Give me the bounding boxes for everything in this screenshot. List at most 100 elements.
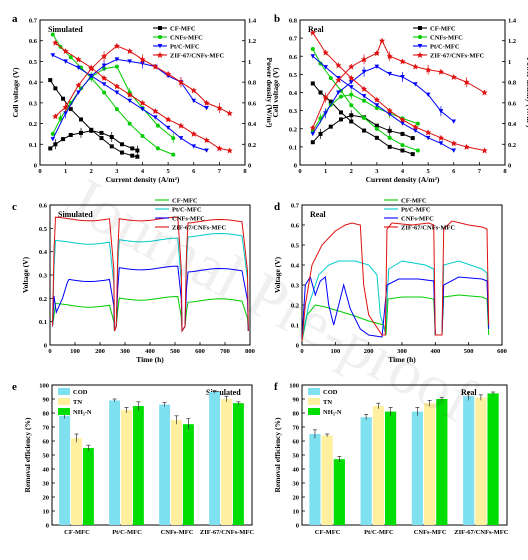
data-point bbox=[415, 121, 420, 126]
data-point bbox=[318, 90, 323, 95]
plot-frame bbox=[39, 19, 246, 166]
x-tick-label: 8 bbox=[243, 168, 247, 175]
y-tick-label: 0.1 bbox=[289, 144, 297, 151]
bar bbox=[121, 410, 132, 525]
data-point bbox=[48, 146, 53, 151]
y-tick-label: 30 bbox=[43, 481, 50, 488]
bar bbox=[487, 393, 499, 525]
data-point bbox=[68, 132, 73, 137]
bar bbox=[384, 411, 397, 525]
legend-label: COD bbox=[73, 389, 88, 396]
legend-swatch bbox=[58, 388, 70, 395]
y-tick-label: 0.1 bbox=[39, 319, 47, 326]
panel-annotation: Real bbox=[308, 25, 324, 34]
bar bbox=[232, 403, 244, 525]
data-point bbox=[348, 85, 354, 90]
data-point bbox=[120, 142, 124, 147]
data-point bbox=[387, 144, 392, 149]
y2-tick-label: 0.2 bbox=[248, 142, 256, 149]
y2-tick-label: 0 bbox=[248, 163, 251, 170]
data-point bbox=[412, 63, 419, 70]
y-tick-label: 0.5 bbox=[291, 243, 300, 250]
panel-e: e 0 10 20 30 40 50 60 70 80 90 100 Removal efficienc… bbox=[12, 381, 254, 536]
x-tick-label: 100 bbox=[70, 348, 80, 355]
data-point bbox=[328, 76, 333, 80]
bar bbox=[372, 406, 384, 525]
data-point bbox=[203, 137, 210, 144]
legend-label: ZIF-67/CNFs-MFC bbox=[401, 225, 455, 232]
data-point bbox=[140, 107, 145, 112]
data-point bbox=[76, 90, 81, 95]
y-tick-label: 60 bbox=[293, 439, 300, 446]
data-point bbox=[437, 68, 444, 75]
data-point bbox=[153, 115, 158, 120]
bar bbox=[411, 411, 424, 525]
y-tick-label: 10 bbox=[43, 509, 50, 516]
data-point bbox=[152, 108, 159, 115]
panel-d: d 0 0.1 0.2 0.3 0.4 0.5 0.6 0.7 0 100 200 300 400 500 6… bbox=[273, 198, 507, 365]
x-tick-label: 7 bbox=[478, 168, 482, 175]
data-point bbox=[348, 75, 355, 81]
data-point bbox=[204, 106, 209, 111]
bar bbox=[333, 459, 345, 525]
data-point bbox=[374, 135, 379, 140]
bar bbox=[463, 396, 475, 525]
data-point bbox=[226, 147, 233, 154]
x-tick-label: 800 bbox=[245, 348, 255, 355]
data-point bbox=[178, 136, 184, 141]
data-point bbox=[412, 123, 419, 130]
y2-tick-label: 0.8 bbox=[248, 80, 257, 87]
y-tick-label: 0.6 bbox=[29, 38, 38, 45]
data-point bbox=[335, 77, 342, 84]
y2-tick-label: 0 bbox=[508, 163, 511, 170]
x-tick-label: 600 bbox=[497, 348, 507, 355]
data-point bbox=[437, 134, 444, 141]
panel-label: a bbox=[12, 13, 18, 25]
y2-axis-label: Power density (W/m²) bbox=[265, 57, 274, 128]
data-point bbox=[339, 94, 343, 99]
legend-label: ZIF-67/CNFs-MFC bbox=[170, 53, 224, 60]
bar bbox=[59, 415, 71, 525]
data-point bbox=[425, 135, 431, 141]
y2-tick-label: 0.8 bbox=[508, 80, 517, 87]
data-point bbox=[190, 87, 197, 94]
bar bbox=[221, 399, 232, 525]
series-line bbox=[301, 220, 490, 342]
data-point bbox=[113, 83, 120, 90]
bar bbox=[132, 406, 144, 525]
y-tick-label: 0.7 bbox=[29, 18, 38, 25]
data-point bbox=[348, 63, 355, 70]
category-label: CF-MFC bbox=[315, 529, 341, 536]
panel-label: c bbox=[12, 201, 17, 213]
data-point bbox=[481, 147, 488, 154]
data-point bbox=[339, 110, 343, 115]
panel-f: f 0 10 20 30 40 50 60 70 80 90 100 Removal efficienc… bbox=[273, 381, 509, 536]
x-tick-label: 200 bbox=[364, 348, 374, 355]
data-point bbox=[113, 42, 120, 49]
data-point bbox=[157, 44, 163, 49]
category-label: CNFs-MFC bbox=[414, 529, 447, 536]
data-point bbox=[88, 73, 94, 79]
x-axis-label: Time (h) bbox=[136, 355, 164, 364]
data-point bbox=[155, 123, 160, 128]
data-point bbox=[349, 119, 354, 124]
y-tick-label: 0.2 bbox=[29, 121, 37, 128]
data-point bbox=[50, 137, 56, 142]
bar bbox=[71, 438, 82, 525]
x-tick-label: 4 bbox=[141, 168, 145, 175]
panel-c: c 0 0.1 0.2 0.3 0.4 0.5 0.6 0 100 200 300 400 500 600 7… bbox=[12, 198, 255, 365]
panel-annotation: Simulated bbox=[206, 388, 241, 397]
legend-label: ZIF-67/CNFs-MFC bbox=[430, 53, 484, 60]
y2-tick-label: 0.4 bbox=[508, 121, 517, 128]
panel-a: a 0 0.1 0.2 0.3 0.4 0.5 0.6 0.7 0 1 2 3 4 5 6 7 8 Current … bbox=[11, 13, 274, 184]
data-point bbox=[417, 44, 423, 49]
legend-label: NH₃-N bbox=[323, 409, 342, 416]
x-tick-label: 600 bbox=[195, 348, 205, 355]
data-point bbox=[102, 90, 107, 95]
data-point bbox=[114, 64, 119, 69]
category-label: CNFs-MFC bbox=[161, 529, 194, 536]
bar bbox=[182, 424, 194, 525]
data-point bbox=[101, 82, 107, 87]
y2-axis-label: Power density (W/m²) bbox=[525, 57, 528, 128]
y2-tick-label: 1.2 bbox=[508, 38, 516, 45]
